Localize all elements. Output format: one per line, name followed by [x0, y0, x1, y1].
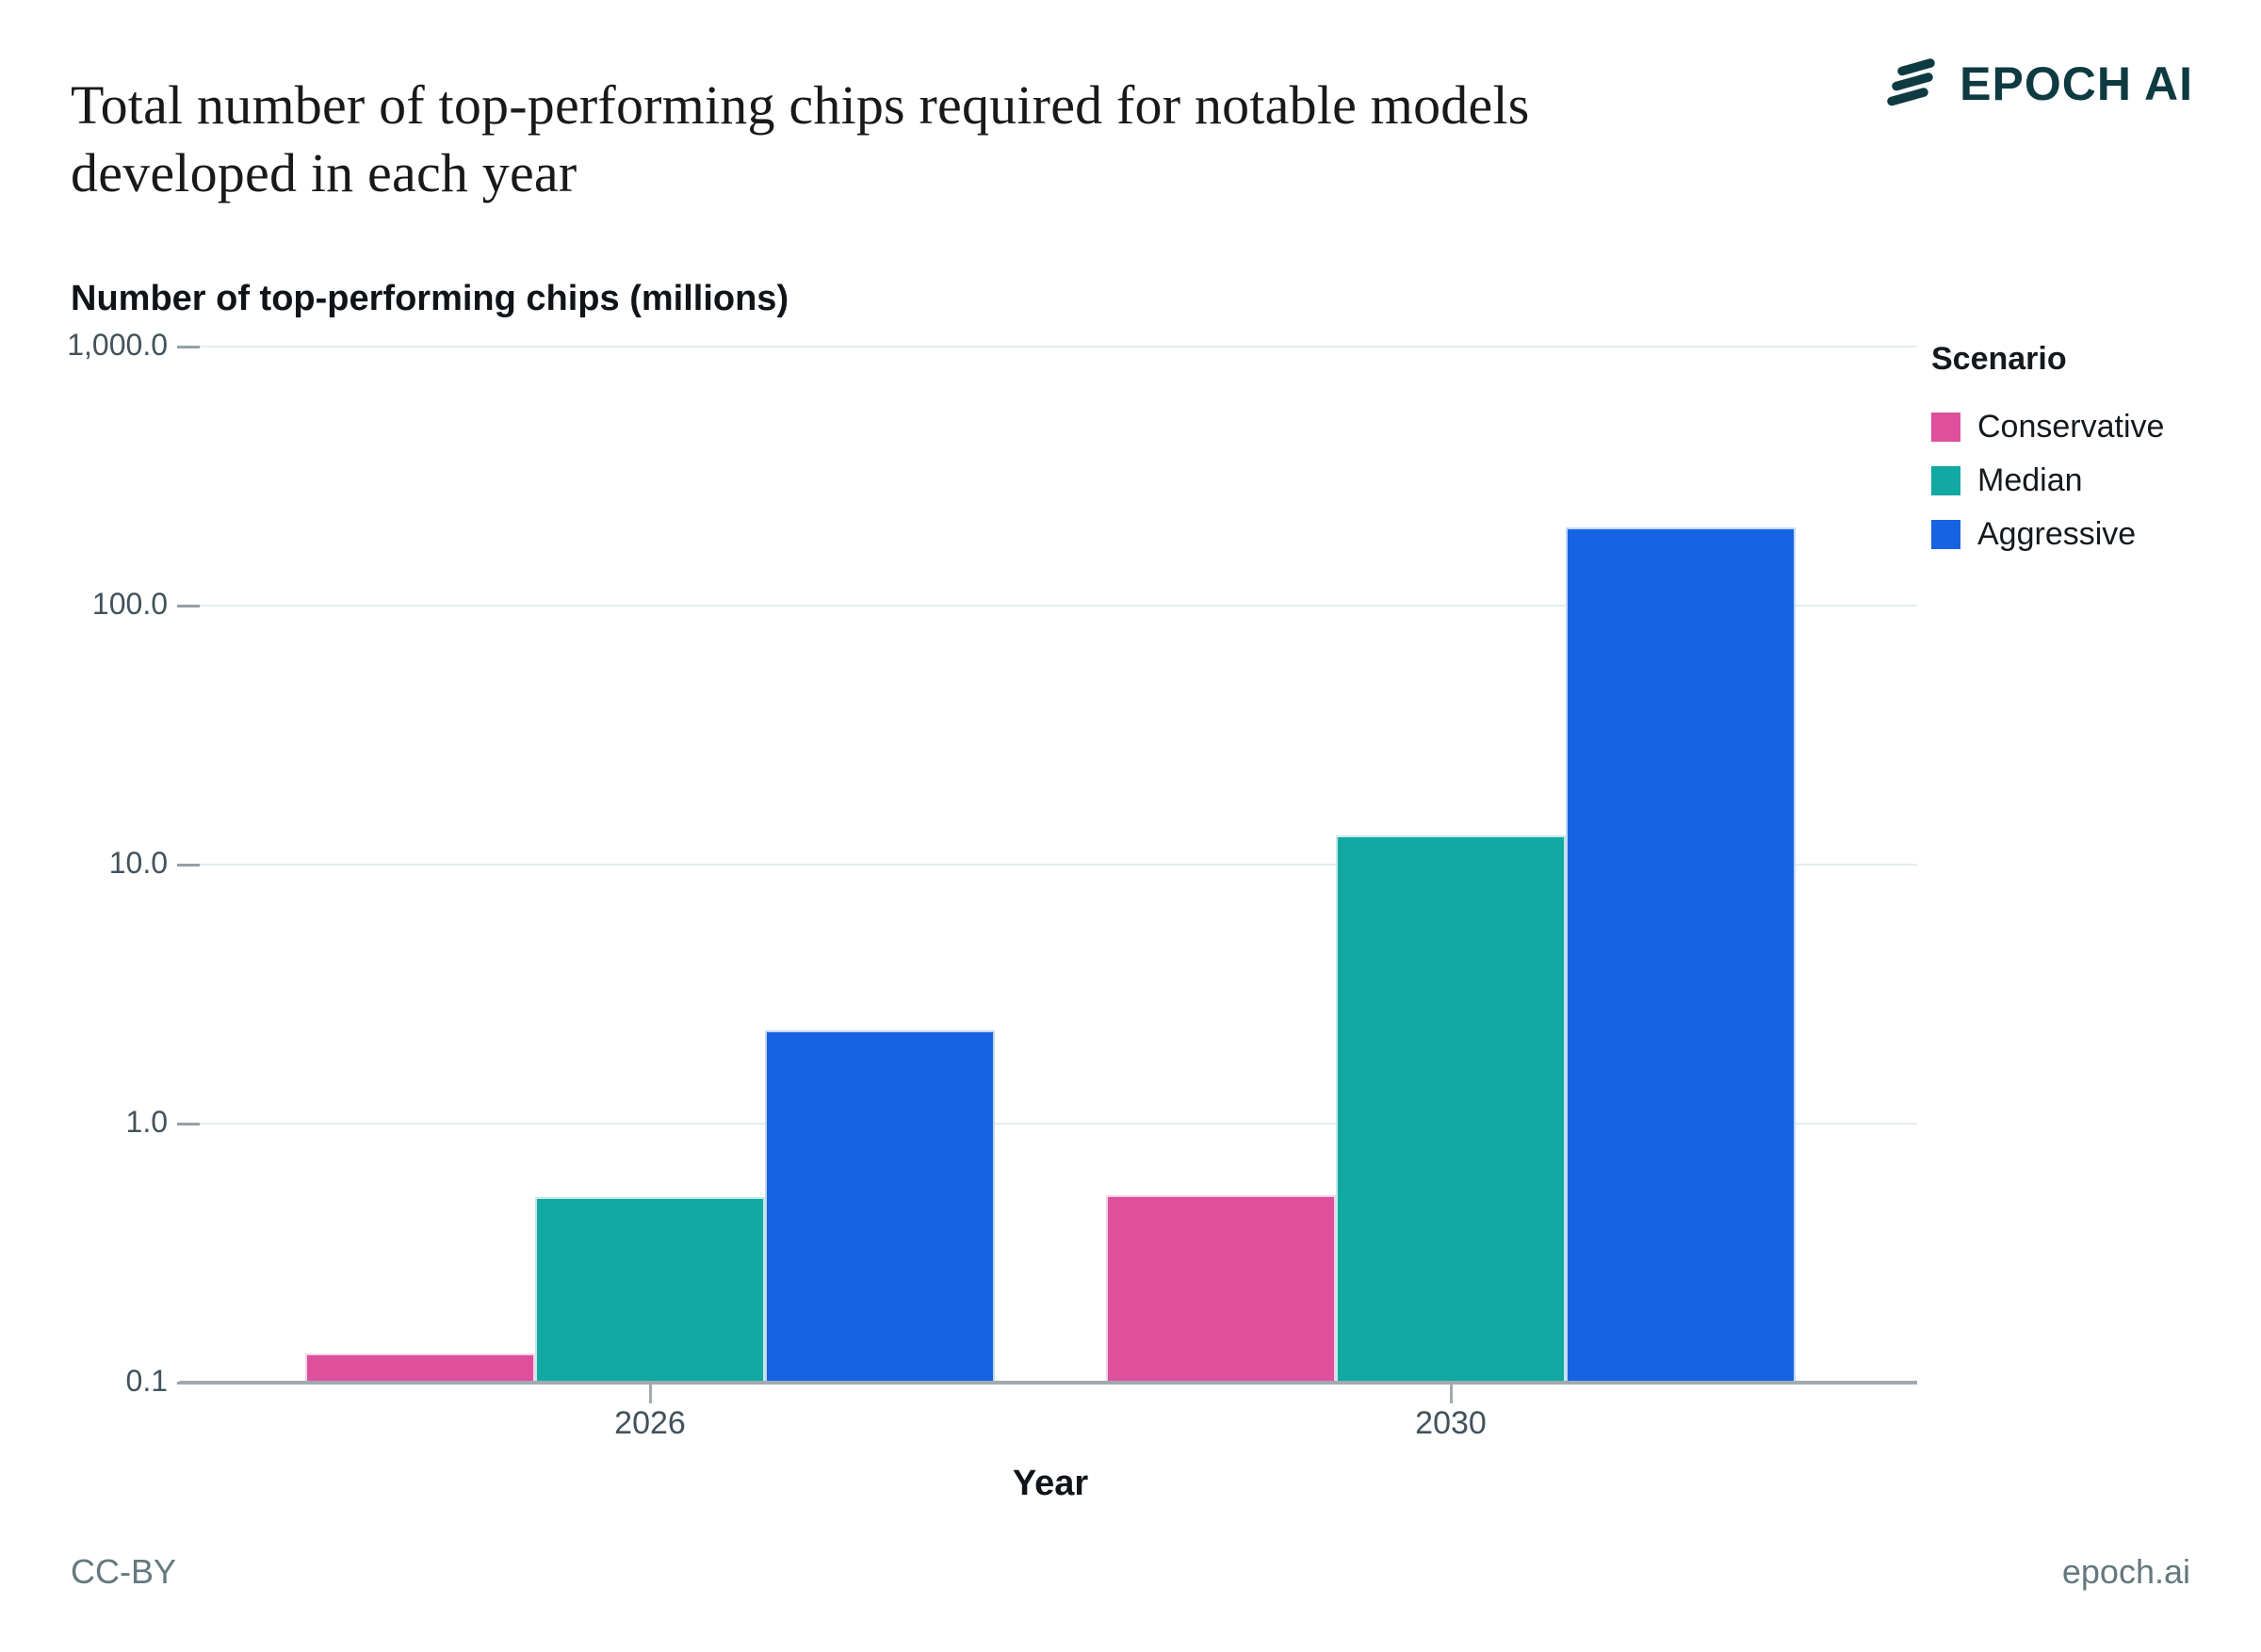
epoch-logo-text: EPOCH AI — [1960, 57, 2193, 110]
bar-2026-aggressive[interactable] — [765, 1029, 995, 1383]
y-axis-title: Number of top-performing chips (millions… — [71, 279, 789, 318]
y-tick-label: 1,000.0 — [67, 328, 168, 362]
legend-title: Scenario — [1931, 341, 2067, 377]
legend-label: Median — [1977, 462, 2083, 498]
page-title: Total number of top-performing chips req… — [71, 72, 1729, 207]
y-tick-mark — [177, 863, 200, 866]
gridline-y — [200, 346, 1917, 348]
legend-swatch-aggressive — [1931, 520, 1960, 549]
y-tick-label: 10.0 — [108, 846, 168, 880]
legend-items: Conservative Median Aggressive — [1931, 400, 2164, 561]
legend-swatch-median — [1931, 466, 1960, 495]
gridline-y — [200, 864, 1917, 866]
legend-item-conservative[interactable]: Conservative — [1931, 400, 2164, 454]
legend-item-median[interactable]: Median — [1931, 454, 2164, 508]
page-title-line2: developed in each year — [71, 142, 577, 203]
epoch-logo-icon — [1887, 58, 1935, 106]
legend-label: Aggressive — [1977, 516, 2137, 552]
y-tick-label: 0.1 — [125, 1364, 168, 1398]
x-tick-mark — [648, 1385, 652, 1403]
y-tick-label: 100.0 — [91, 587, 168, 621]
x-axis-line — [179, 1381, 1917, 1385]
y-tick-label: 1.0 — [125, 1105, 168, 1139]
bar-2026-median[interactable] — [535, 1197, 765, 1383]
bar-2026-conservative[interactable] — [305, 1352, 535, 1383]
x-axis-title: Year — [1012, 1464, 1089, 1503]
license-link[interactable]: CC-BY — [71, 1552, 177, 1591]
x-tick-label: 2030 — [1415, 1405, 1487, 1441]
y-tick-mark — [177, 604, 200, 607]
bar-2030-conservative[interactable] — [1106, 1194, 1336, 1383]
bar-2030-median[interactable] — [1336, 834, 1566, 1383]
gridline-y — [200, 605, 1917, 607]
x-tick-mark — [1449, 1385, 1453, 1403]
legend: Scenario Conservative Median Aggressive — [1931, 341, 2164, 561]
y-tick-mark — [177, 1122, 200, 1126]
epoch-site-link[interactable]: epoch.ai — [2061, 1552, 2190, 1591]
page-title-line1: Total number of top-performing chips req… — [71, 74, 1530, 136]
legend-label: Conservative — [1977, 409, 2165, 445]
bar-2030-aggressive[interactable] — [1566, 527, 1796, 1383]
y-tick-mark — [177, 345, 200, 348]
legend-item-aggressive[interactable]: Aggressive — [1931, 508, 2164, 561]
gridline-y — [200, 1123, 1917, 1125]
epoch-ai-logo[interactable]: EPOCH AI — [1886, 57, 2193, 111]
x-tick-label: 2026 — [614, 1405, 686, 1441]
legend-swatch-conservative — [1931, 413, 1960, 442]
